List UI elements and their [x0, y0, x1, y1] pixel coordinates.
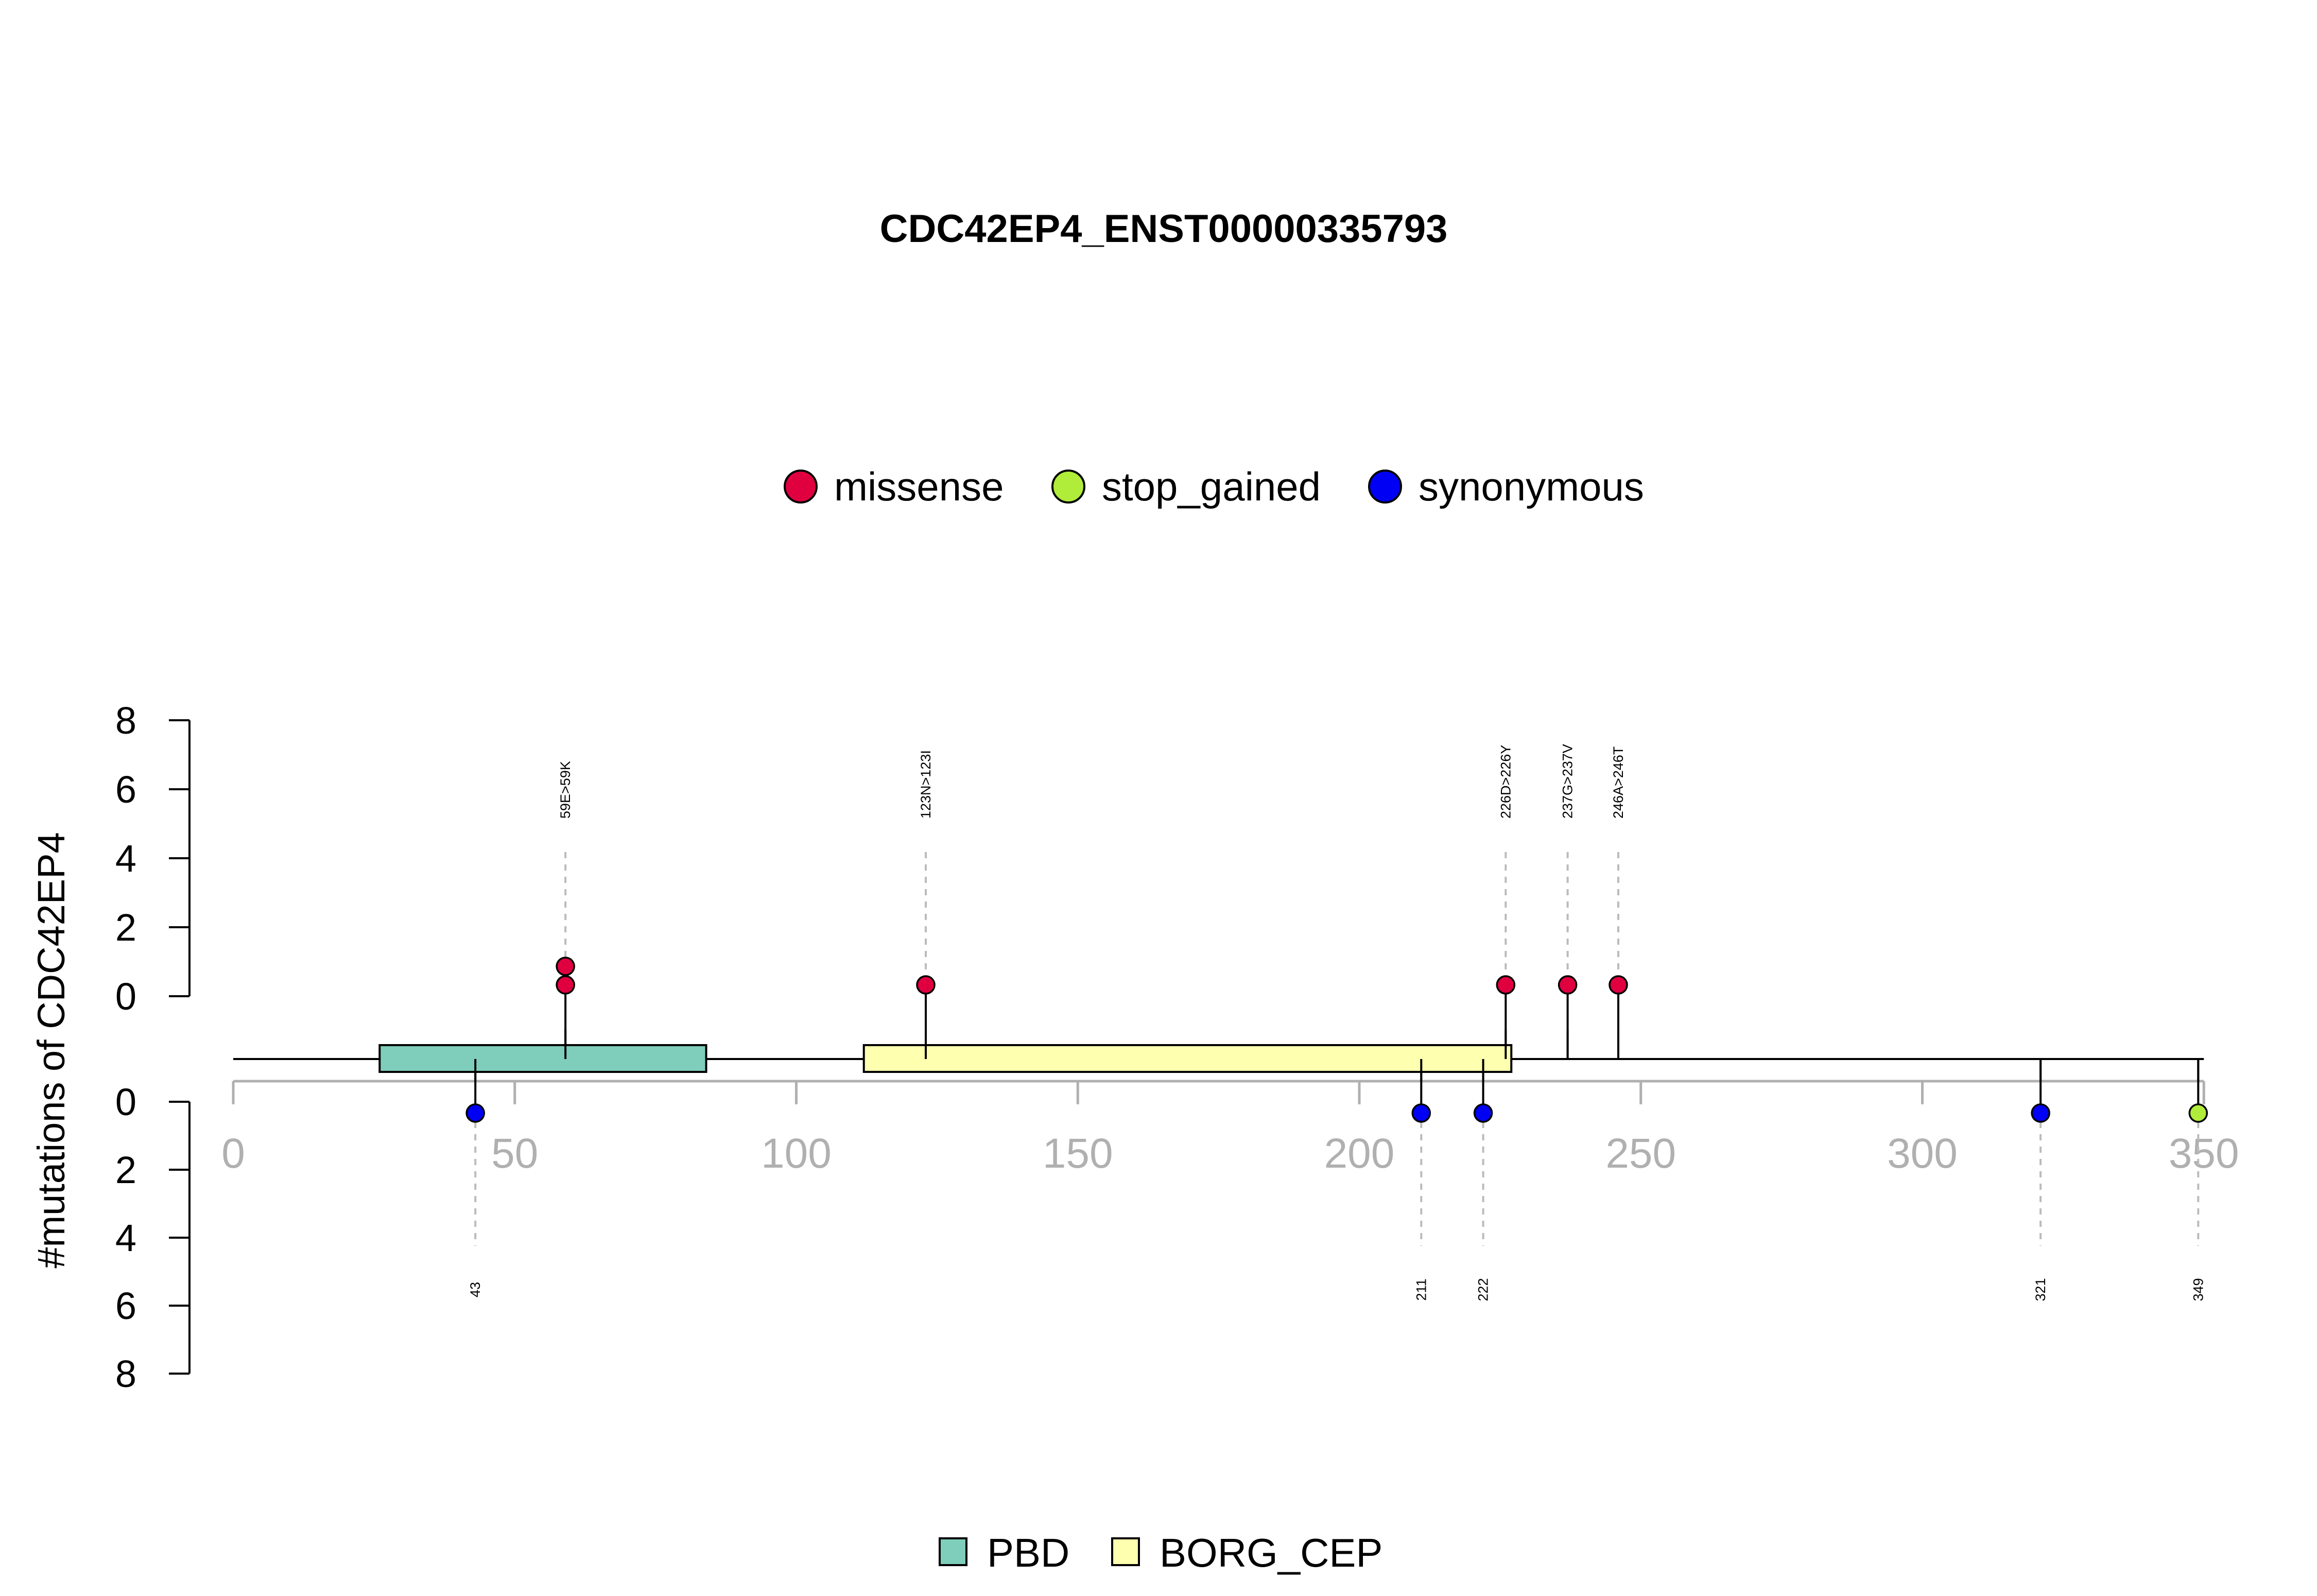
domain-pbd	[378, 1044, 707, 1073]
legend-marker-stop-gained	[1051, 470, 1085, 504]
y-tick-label-bottom-0: 0	[115, 1081, 136, 1123]
mutation-point-bottom-4-0	[2188, 1103, 2208, 1123]
x-tick-label-6: 300	[1887, 1130, 1958, 1177]
x-tick-label-3: 150	[1043, 1130, 1113, 1177]
y-tick-label-top-0: 0	[115, 975, 136, 1018]
mutation-label-bottom-1: 211	[1413, 1278, 1429, 1300]
mutation-label-top-4: 246A>246T	[1611, 747, 1626, 819]
y-tick-label-top-1: 2	[115, 906, 136, 949]
y-tick-label-bottom-4: 8	[115, 1352, 136, 1395]
mutation-label-bottom-0: 43	[468, 1282, 483, 1297]
domain-borg-cep	[862, 1044, 1513, 1073]
y-axis-label: #mutations of CDC42EP4	[30, 832, 73, 1268]
y-tick-label-bottom-2: 4	[115, 1217, 136, 1259]
mutation-point-top-2-0	[1496, 975, 1516, 995]
mutation-point-bottom-2-0	[1473, 1103, 1493, 1123]
y-tick-label-top-4: 8	[115, 699, 136, 742]
mutation-label-bottom-2: 222	[1476, 1278, 1491, 1301]
mutation-label-bottom-3: 321	[2033, 1278, 2048, 1301]
x-tick-label-2: 100	[761, 1130, 832, 1177]
y-tick-label-bottom-3: 6	[115, 1285, 136, 1327]
plot-area: 0 2 4 6 8 0 2 4 6 8 0 50 100 150 200 250 300 350 59E>59K 12…	[115, 464, 2239, 1575]
mutation-point-bottom-3-0	[2031, 1103, 2050, 1123]
legend-marker-missense	[784, 470, 818, 504]
y-tick-label-top-3: 6	[115, 768, 136, 811]
legend-label-missense: missense	[834, 464, 1004, 509]
domain-legend-marker-pbd	[939, 1537, 967, 1566]
mutation-label-top-2: 226D>226Y	[1498, 745, 1513, 819]
y-tick-label-top-2: 4	[115, 837, 136, 880]
domain-legend-label-borg-cep: BORG_CEP	[1160, 1530, 1382, 1575]
mutation-label-top-0: 59E>59K	[558, 761, 573, 819]
legend-label-stop-gained: stop_gained	[1102, 464, 1321, 509]
legend-marker-synonymous	[1368, 470, 1402, 504]
mutation-point-top-1-0	[916, 975, 936, 995]
domain-legend-label-pbd: PBD	[987, 1530, 1069, 1575]
y-tick-label-bottom-1: 2	[115, 1149, 136, 1191]
chart-title: CDC42EP4_ENST00000335793	[880, 207, 1448, 251]
legend-label-synonymous: synonymous	[1419, 464, 1644, 509]
x-tick-label-5: 250	[1605, 1130, 1676, 1177]
mutation-point-bottom-1-0	[1411, 1103, 1431, 1123]
domain-legend-marker-borg-cep	[1111, 1537, 1140, 1566]
mutation-point-top-0-0	[556, 975, 575, 995]
mutation-point-top-4-0	[1609, 975, 1628, 995]
mutation-label-bottom-4: 349	[2190, 1278, 2206, 1301]
mutation-point-bottom-0-0	[465, 1103, 485, 1123]
x-tick-label-7: 350	[2169, 1130, 2239, 1177]
mutation-point-top-0-1	[556, 957, 575, 976]
x-tick-label-0: 0	[221, 1130, 245, 1177]
mutation-point-top-3-0	[1558, 975, 1578, 995]
x-tick-label-1: 50	[491, 1130, 538, 1177]
x-tick-label-4: 200	[1324, 1130, 1395, 1177]
mutation-label-top-3: 237G>237V	[1560, 744, 1576, 819]
mutation-label-top-1: 123N>123I	[918, 750, 933, 819]
